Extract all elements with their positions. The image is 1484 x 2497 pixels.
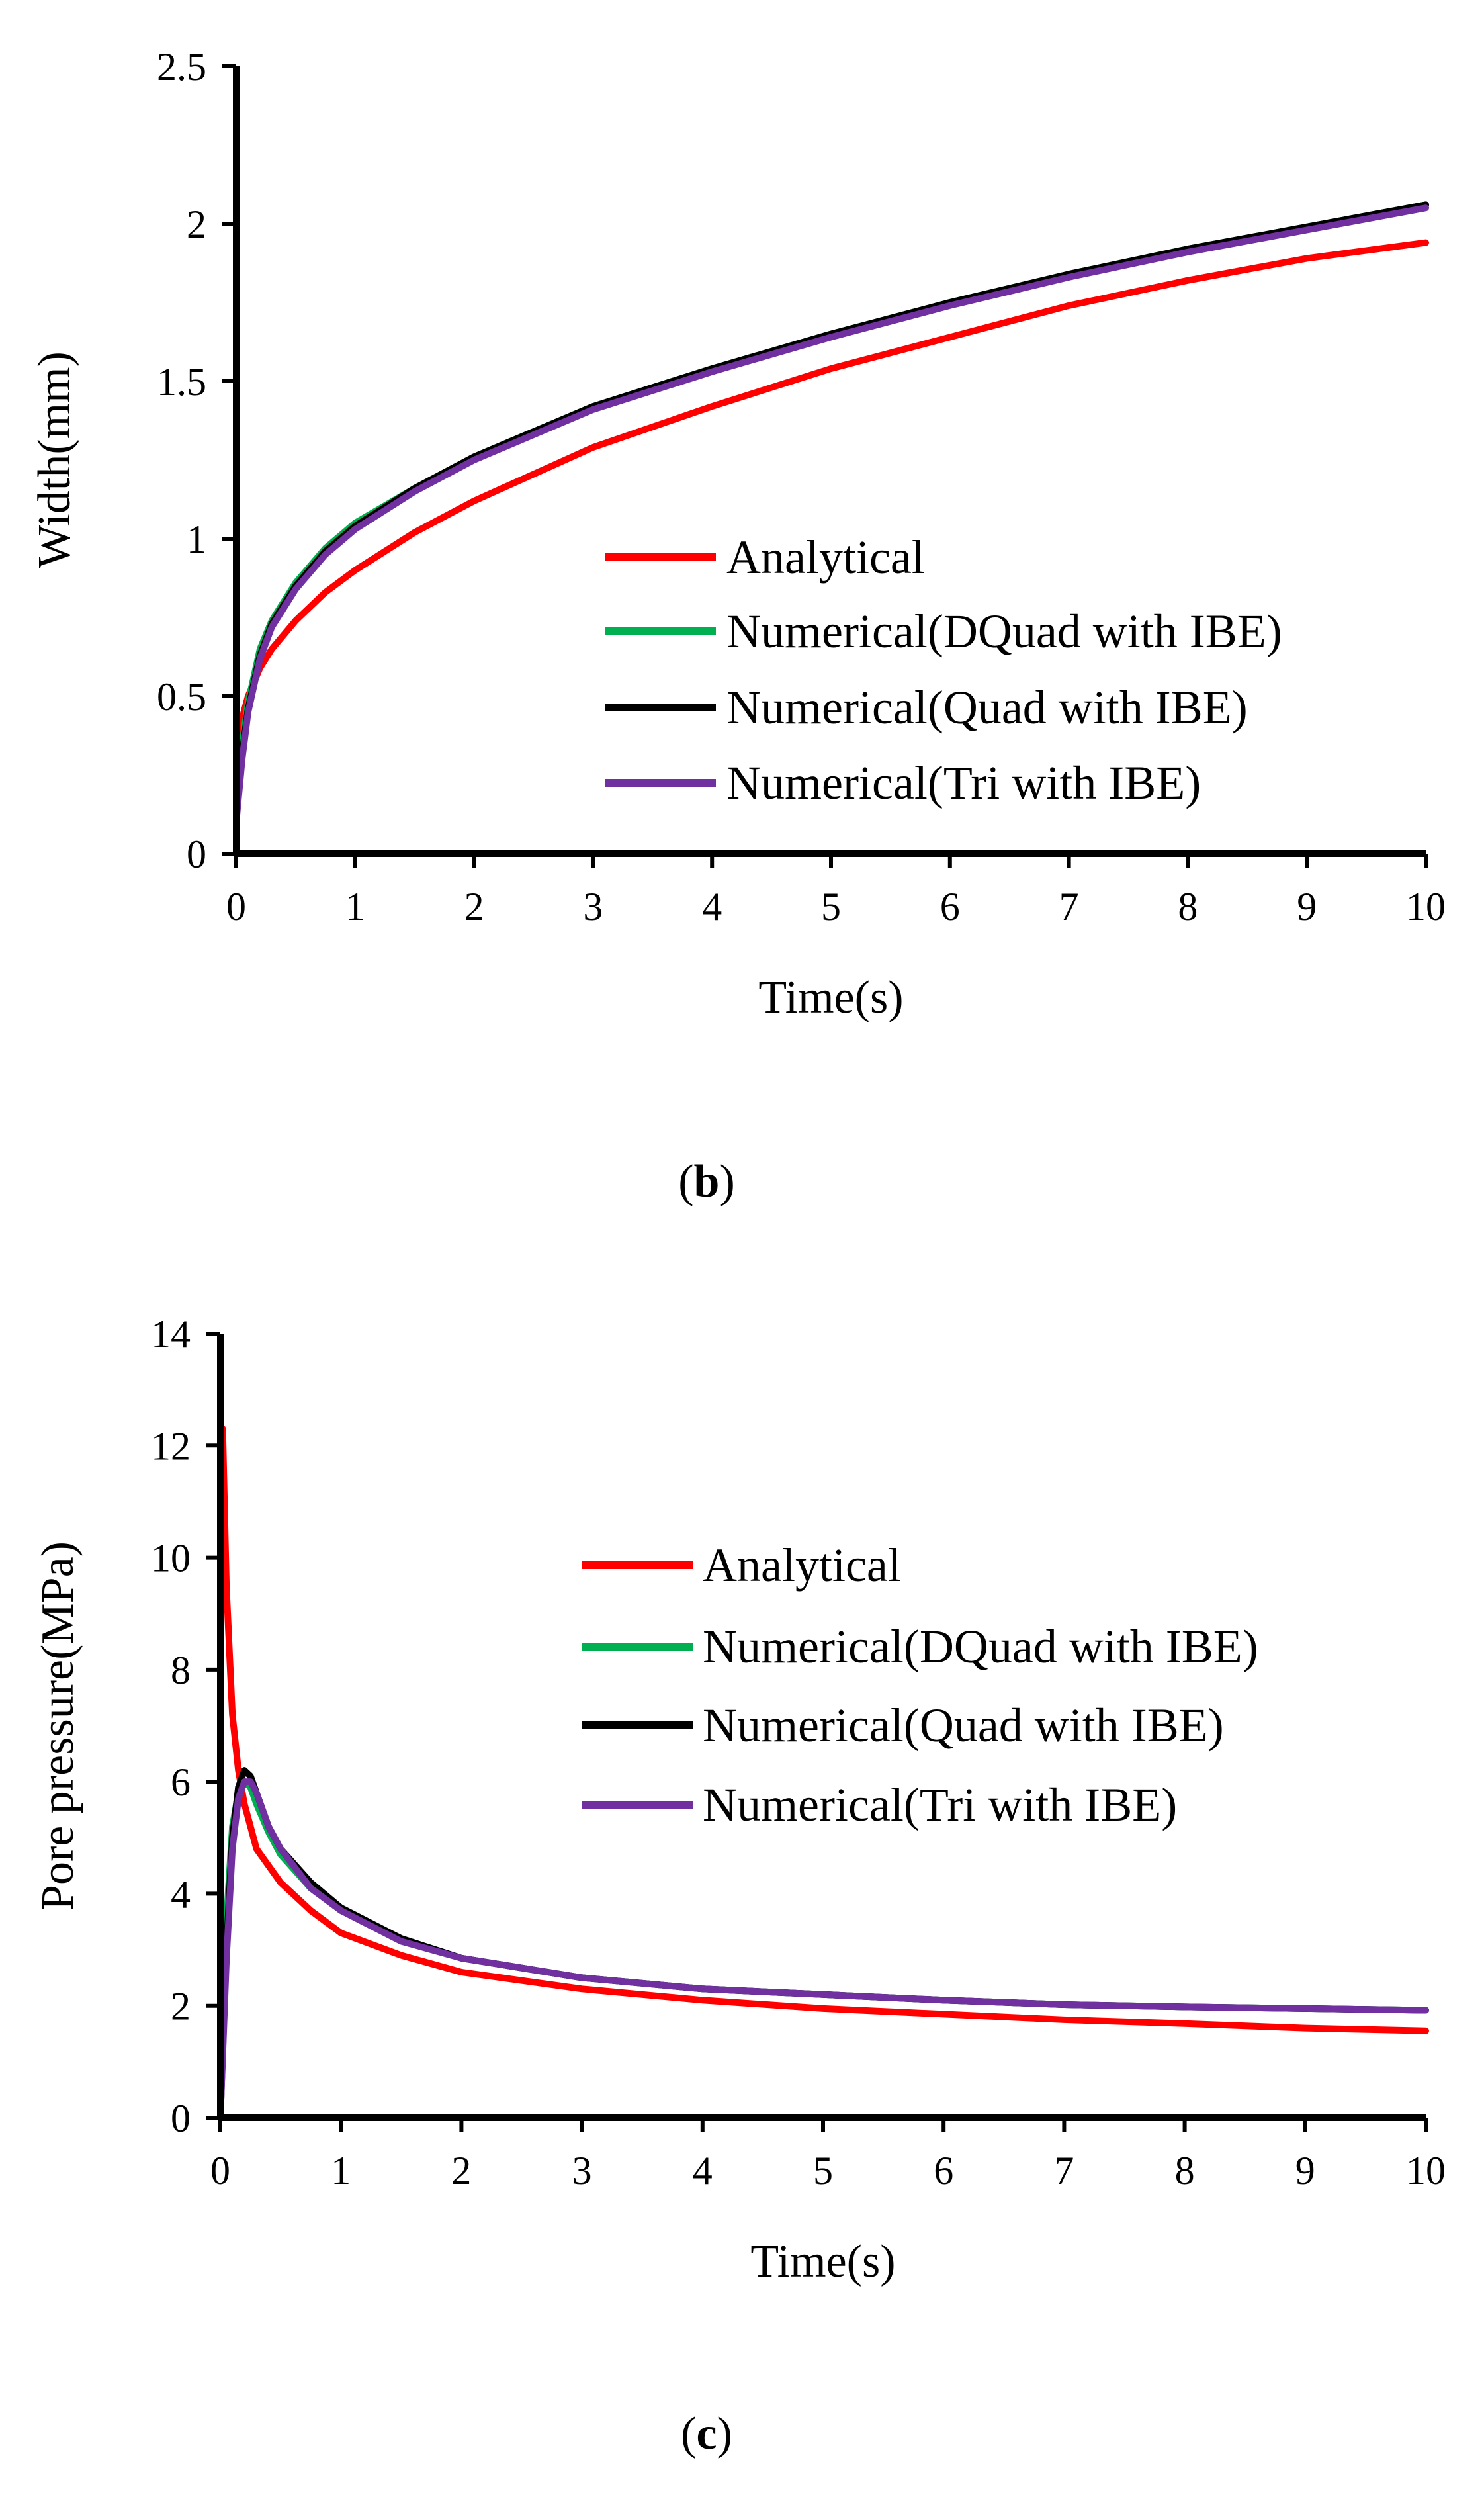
y-axis-title: Pore pressure(MPa) bbox=[32, 1541, 83, 1911]
x-tick-label: 3 bbox=[583, 885, 603, 929]
series-line-tri bbox=[217, 1778, 1429, 2121]
x-axis-title: Time(s) bbox=[750, 2236, 895, 2287]
series-line-tri bbox=[233, 204, 1429, 826]
x-tick-label: 0 bbox=[210, 2149, 230, 2193]
y-tick-label: 0 bbox=[187, 833, 206, 876]
x-tick-label: 1 bbox=[345, 885, 365, 929]
x-tick-label: 10 bbox=[1406, 2149, 1446, 2193]
legend-label-dquad: Numerical(DQuad with IBE) bbox=[726, 605, 1282, 658]
chart-panel-b: 0 1 2 3 4 5 6 7 8 9 10 0 0.5 1 1.5 2 2.5 Time(s) Width(m… bbox=[29, 45, 1446, 1207]
y-tick-label: 0.5 bbox=[157, 675, 206, 719]
x-tick-label: 9 bbox=[1297, 885, 1317, 929]
y-axis-title: Width(mm) bbox=[29, 351, 80, 568]
x-tick-label: 1 bbox=[331, 2149, 351, 2193]
y-tick-label: 1 bbox=[187, 518, 206, 561]
legend: Analytical Numerical(DQuad with IBE) Num… bbox=[582, 1539, 1258, 1831]
x-tick-label: 8 bbox=[1175, 2149, 1195, 2193]
series-line-dquad bbox=[217, 1778, 1429, 2121]
legend: Analytical Numerical(DQuad with IBE) Num… bbox=[605, 531, 1282, 809]
x-tick-label: 6 bbox=[940, 885, 960, 929]
legend-label-tri: Numerical(Tri with IBE) bbox=[726, 756, 1201, 809]
x-tick-label: 2 bbox=[464, 885, 484, 929]
y-tick-label: 10 bbox=[151, 1537, 191, 1580]
x-tick-label: 4 bbox=[702, 885, 722, 929]
x-tick-label: 3 bbox=[572, 2149, 592, 2193]
x-tick-label: 0 bbox=[226, 885, 246, 929]
panel-caption-b: (b) bbox=[678, 1156, 735, 1207]
x-tick-label: 2 bbox=[451, 2149, 471, 2193]
y-tick-label: 6 bbox=[171, 1760, 191, 1804]
y-tick-label: 0 bbox=[171, 2097, 191, 2140]
legend-label-tri: Numerical(Tri with IBE) bbox=[703, 1778, 1177, 1831]
y-tick-label: 14 bbox=[151, 1312, 191, 1356]
x-tick-label: 7 bbox=[1059, 885, 1079, 929]
y-tick-label: 8 bbox=[171, 1649, 191, 1692]
y-tick-label: 12 bbox=[151, 1424, 191, 1468]
legend-label-analytical: Analytical bbox=[703, 1539, 901, 1592]
x-axis-title: Time(s) bbox=[758, 972, 903, 1023]
x-tick-label: 9 bbox=[1295, 2149, 1315, 2193]
x-tick-label: 8 bbox=[1178, 885, 1198, 929]
y-tick-label: 2 bbox=[171, 1985, 191, 2028]
series-layer bbox=[233, 201, 1429, 826]
series-line-analytical bbox=[219, 1425, 1429, 2034]
legend-label-dquad: Numerical(DQuad with IBE) bbox=[703, 1620, 1258, 1673]
series-layer bbox=[217, 1425, 1429, 2121]
y-tick-label: 1.5 bbox=[157, 360, 206, 404]
x-tick-label: 6 bbox=[934, 2149, 953, 2193]
x-tick-label: 10 bbox=[1406, 885, 1446, 929]
legend-label-quad: Numerical(Quad with IBE) bbox=[703, 1699, 1224, 1752]
y-tick-label: 4 bbox=[171, 1872, 191, 1916]
x-tick-label: 7 bbox=[1054, 2149, 1074, 2193]
panel-caption-c: (c) bbox=[681, 2408, 732, 2459]
tick-layer: 0 1 2 3 4 5 6 7 8 9 10 0 0.5 1 1.5 2 2.5 bbox=[157, 45, 1446, 929]
x-tick-label: 4 bbox=[693, 2149, 713, 2193]
y-tick-label: 2.5 bbox=[157, 45, 206, 89]
x-tick-label: 5 bbox=[813, 2149, 833, 2193]
legend-label-analytical: Analytical bbox=[726, 531, 925, 584]
legend-label-quad: Numerical(Quad with IBE) bbox=[726, 681, 1248, 734]
y-tick-label: 2 bbox=[187, 203, 206, 246]
x-tick-label: 5 bbox=[821, 885, 841, 929]
